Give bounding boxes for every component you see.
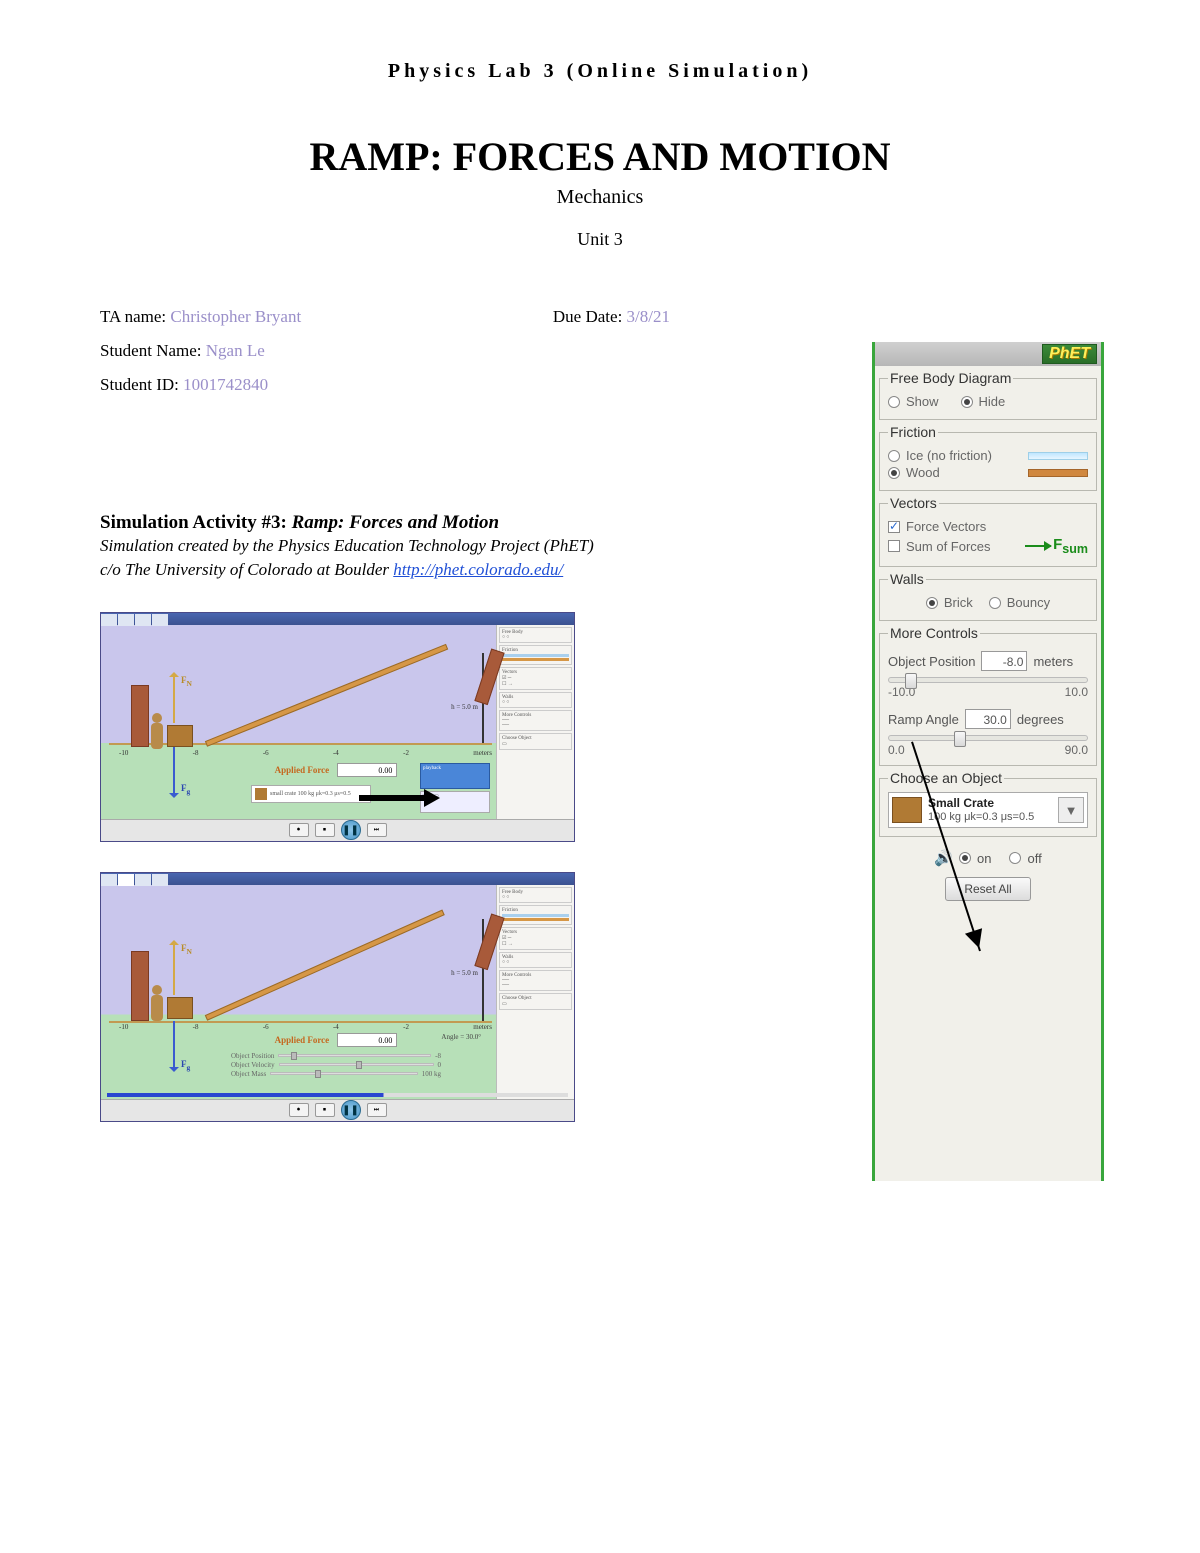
object-detail: 100 kg μk=0.3 μs=0.5	[928, 811, 1034, 823]
pos-unit: meters	[1033, 654, 1073, 669]
force-vectors-label: Force Vectors	[906, 519, 986, 534]
sim-screenshot-1: Free Body○ ○ Friction Vectors☑ ─☐ → Wall…	[100, 612, 575, 842]
angle-input[interactable]: 30.0	[965, 709, 1011, 729]
walls-legend: Walls	[888, 571, 926, 587]
sound-off-radio[interactable]	[1009, 852, 1021, 864]
angle-label: Ramp Angle	[888, 712, 959, 727]
main-title: RAMP: FORCES AND MOTION	[100, 133, 1100, 180]
pause-button[interactable]: ❚❚	[341, 820, 361, 840]
wood-swatch	[1028, 469, 1088, 477]
phet-logo: PhET	[1042, 344, 1097, 364]
lab-header: Physics Lab 3 (Online Simulation)	[100, 60, 1100, 83]
student-label: Student Name:	[100, 341, 206, 360]
friction-group: Friction Ice (no friction) Wood	[879, 424, 1097, 491]
choose-object-group: Choose an Object Small Crate 100 kg μk=0…	[879, 770, 1097, 837]
vectors-legend: Vectors	[888, 495, 939, 511]
stop-button[interactable]: ⏹	[315, 823, 335, 837]
ice-swatch	[1028, 452, 1088, 460]
fbd-legend: Free Body Diagram	[888, 370, 1013, 386]
applied-force-value-1[interactable]: 0.00	[337, 763, 397, 777]
id-label: Student ID:	[100, 375, 183, 394]
due-value: 3/8/21	[627, 307, 670, 326]
sim-screenshot-2: Free Body○ ○ Friction Vectors☑ ─☐ → Wall…	[100, 872, 575, 1122]
record-button[interactable]: ⏺	[289, 823, 309, 837]
pos-slider[interactable]	[888, 677, 1088, 683]
more-controls-legend: More Controls	[888, 625, 980, 641]
student-value: Ngan Le	[206, 341, 265, 360]
activity-line1: Simulation created by the Physics Educat…	[100, 534, 680, 558]
walls-brick-radio[interactable]	[926, 597, 938, 609]
friction-wood-label: Wood	[906, 465, 940, 480]
id-value: 1001742840	[183, 375, 268, 394]
arrow-icon	[359, 791, 449, 805]
pos-max: 10.0	[1065, 685, 1088, 699]
applied-force-label-1: Applied Force	[275, 765, 330, 775]
activity-lead: Simulation Activity #3:	[100, 512, 292, 533]
object-select[interactable]: Small Crate 100 kg μk=0.3 μs=0.5 ▼	[888, 792, 1088, 828]
phet-link[interactable]: http://phet.colorado.edu/	[393, 560, 563, 579]
pos-label: Object Position	[888, 654, 975, 669]
activity-block: Simulation Activity #3: Ramp: Forces and…	[100, 512, 680, 582]
angle-max: 90.0	[1065, 743, 1088, 757]
friction-wood-radio[interactable]	[888, 467, 900, 479]
force-vectors-check[interactable]	[888, 521, 900, 533]
sound-off-label: off	[1027, 851, 1041, 866]
angle-slider[interactable]	[888, 735, 1088, 741]
chevron-down-icon[interactable]: ▼	[1058, 797, 1084, 823]
sound-on-label: on	[977, 851, 991, 866]
stop-button-2[interactable]: ⏹	[315, 1103, 335, 1117]
activity-title-text: Ramp: Forces and Motion	[292, 512, 499, 533]
crate-icon	[892, 797, 922, 823]
record-button-2[interactable]: ⏺	[289, 1103, 309, 1117]
sum-forces-label: Sum of Forces	[906, 539, 991, 554]
walls-group: Walls Brick Bouncy	[879, 571, 1097, 621]
sound-on-radio[interactable]	[959, 852, 971, 864]
angle-min: 0.0	[888, 743, 905, 757]
choose-object-legend: Choose an Object	[888, 770, 1004, 786]
sum-forces-check[interactable]	[888, 540, 900, 552]
friction-ice-label: Ice (no friction)	[906, 448, 992, 463]
subtitle: Mechanics	[100, 186, 1100, 209]
friction-legend: Friction	[888, 424, 938, 440]
ta-value: Christopher Bryant	[170, 307, 301, 326]
angle-unit: degrees	[1017, 712, 1064, 727]
applied-force-label-2: Applied Force	[275, 1035, 330, 1045]
fbd-hide-radio[interactable]	[961, 396, 973, 408]
walls-bouncy-radio[interactable]	[989, 597, 1001, 609]
vectors-group: Vectors Force Vectors Sum of Forces Fsum	[879, 495, 1097, 567]
pause-button-2[interactable]: ❚❚	[341, 1100, 361, 1120]
friction-ice-radio[interactable]	[888, 450, 900, 462]
pos-input[interactable]: -8.0	[981, 651, 1027, 671]
fbd-show-label: Show	[906, 394, 939, 409]
fsum-icon: Fsum	[1025, 536, 1088, 556]
applied-force-value-2[interactable]: 0.00	[337, 1033, 397, 1047]
fbd-group: Free Body Diagram Show Hide	[879, 370, 1097, 420]
fbd-hide-label: Hide	[979, 394, 1006, 409]
fbd-show-radio[interactable]	[888, 396, 900, 408]
due-label: Due Date:	[553, 307, 627, 326]
step-button[interactable]: ⏭	[367, 823, 387, 837]
walls-brick-label: Brick	[944, 595, 973, 610]
phet-bar: PhET	[875, 342, 1101, 366]
object-name: Small Crate	[928, 796, 994, 810]
step-button-2[interactable]: ⏭	[367, 1103, 387, 1117]
walls-bouncy-label: Bouncy	[1007, 595, 1050, 610]
ta-label: TA name:	[100, 307, 170, 326]
activity-line2-pre: c/o The University of Colorado at Boulde…	[100, 560, 393, 579]
phet-side-panel: PhET Free Body Diagram Show Hide Frictio…	[872, 342, 1104, 1181]
unit-label: Unit 3	[100, 229, 1100, 250]
info-block: TA name: Christopher Bryant Due Date: 3/…	[100, 300, 670, 402]
